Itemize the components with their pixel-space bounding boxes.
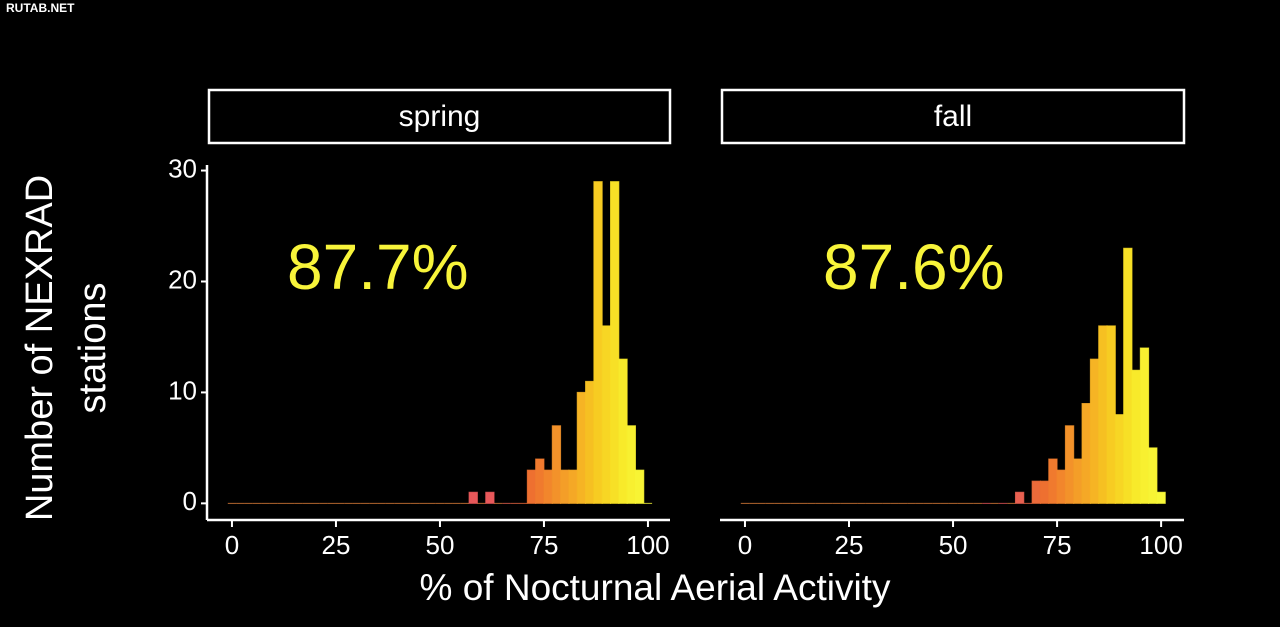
annotation: 87.7% — [287, 231, 468, 303]
bar — [1156, 491, 1166, 504]
bar — [535, 458, 545, 504]
facet-strip — [720, 88, 1186, 145]
x-tick-label: 0 — [738, 530, 752, 560]
y-tick-label: 10 — [168, 375, 197, 405]
x-tick-label: 25 — [835, 530, 864, 560]
facet-strip — [207, 88, 672, 145]
bar — [1081, 403, 1091, 504]
bar — [618, 358, 628, 504]
bar — [1131, 369, 1141, 504]
y-tick-label: 20 — [168, 264, 197, 294]
y-axis-label: Number of NEXRAD stations — [19, 175, 114, 521]
bar — [585, 380, 595, 504]
bar — [626, 425, 636, 504]
bar — [1089, 358, 1100, 504]
x-tick-label: 75 — [1043, 530, 1072, 560]
y-tick-label: 30 — [168, 153, 197, 183]
bar — [593, 181, 603, 504]
bar — [1098, 325, 1108, 504]
bar — [1148, 447, 1158, 504]
x-tick-label: 75 — [529, 530, 558, 560]
bar — [468, 491, 478, 504]
x-tick-label: 100 — [1139, 530, 1182, 560]
bar — [576, 391, 587, 504]
y-axis-label-line: stations — [72, 283, 114, 414]
watermark: RUTAB.NET — [6, 1, 75, 15]
bar — [1139, 347, 1150, 504]
bar — [634, 469, 645, 504]
x-tick-label: 50 — [939, 530, 968, 560]
bar — [1106, 325, 1116, 504]
x-tick-label: 0 — [225, 530, 239, 560]
annotation: 87.6% — [823, 231, 1004, 303]
bar — [1048, 458, 1058, 504]
y-tick-label: 0 — [183, 486, 197, 516]
bar — [526, 469, 537, 504]
bar — [1056, 469, 1066, 504]
x-tick-label: 100 — [626, 530, 669, 560]
x-tick-label: 50 — [425, 530, 454, 560]
bar — [1031, 480, 1041, 504]
bar — [485, 491, 495, 504]
x-tick-label: 25 — [321, 530, 350, 560]
bar — [551, 425, 562, 504]
facet-label: spring — [399, 100, 481, 133]
x-axis-label: % of Nocturnal Aerial Activity — [420, 567, 891, 608]
bar — [1073, 458, 1083, 504]
bar — [560, 469, 570, 504]
y-axis-label-line: Number of NEXRAD — [19, 175, 61, 521]
bar — [568, 469, 578, 504]
bar — [1114, 414, 1125, 504]
bar — [1064, 425, 1075, 504]
bar — [1014, 491, 1025, 504]
bar — [1123, 247, 1133, 504]
bar — [543, 469, 553, 504]
bar — [610, 181, 620, 504]
facet-label: fall — [934, 100, 972, 133]
bar — [1039, 480, 1050, 504]
bar — [601, 325, 612, 504]
